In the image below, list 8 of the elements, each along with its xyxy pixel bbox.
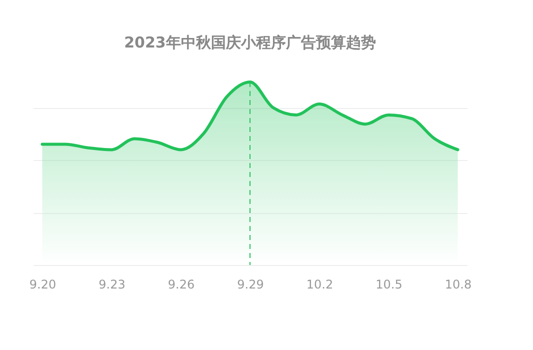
x-tick-label: 10.8 (444, 278, 472, 292)
x-tick-label: 10.2 (306, 278, 334, 292)
x-tick-label: 9.26 (168, 278, 195, 292)
x-tick-label: 10.5 (376, 278, 402, 292)
x-tick-label: 9.29 (237, 278, 264, 292)
x-tick-label: 9.23 (98, 278, 126, 292)
chart-title: 2023年中秋国庆小程序广告预算趋势 (124, 34, 376, 52)
x-tick-label: 9.20 (29, 278, 56, 292)
